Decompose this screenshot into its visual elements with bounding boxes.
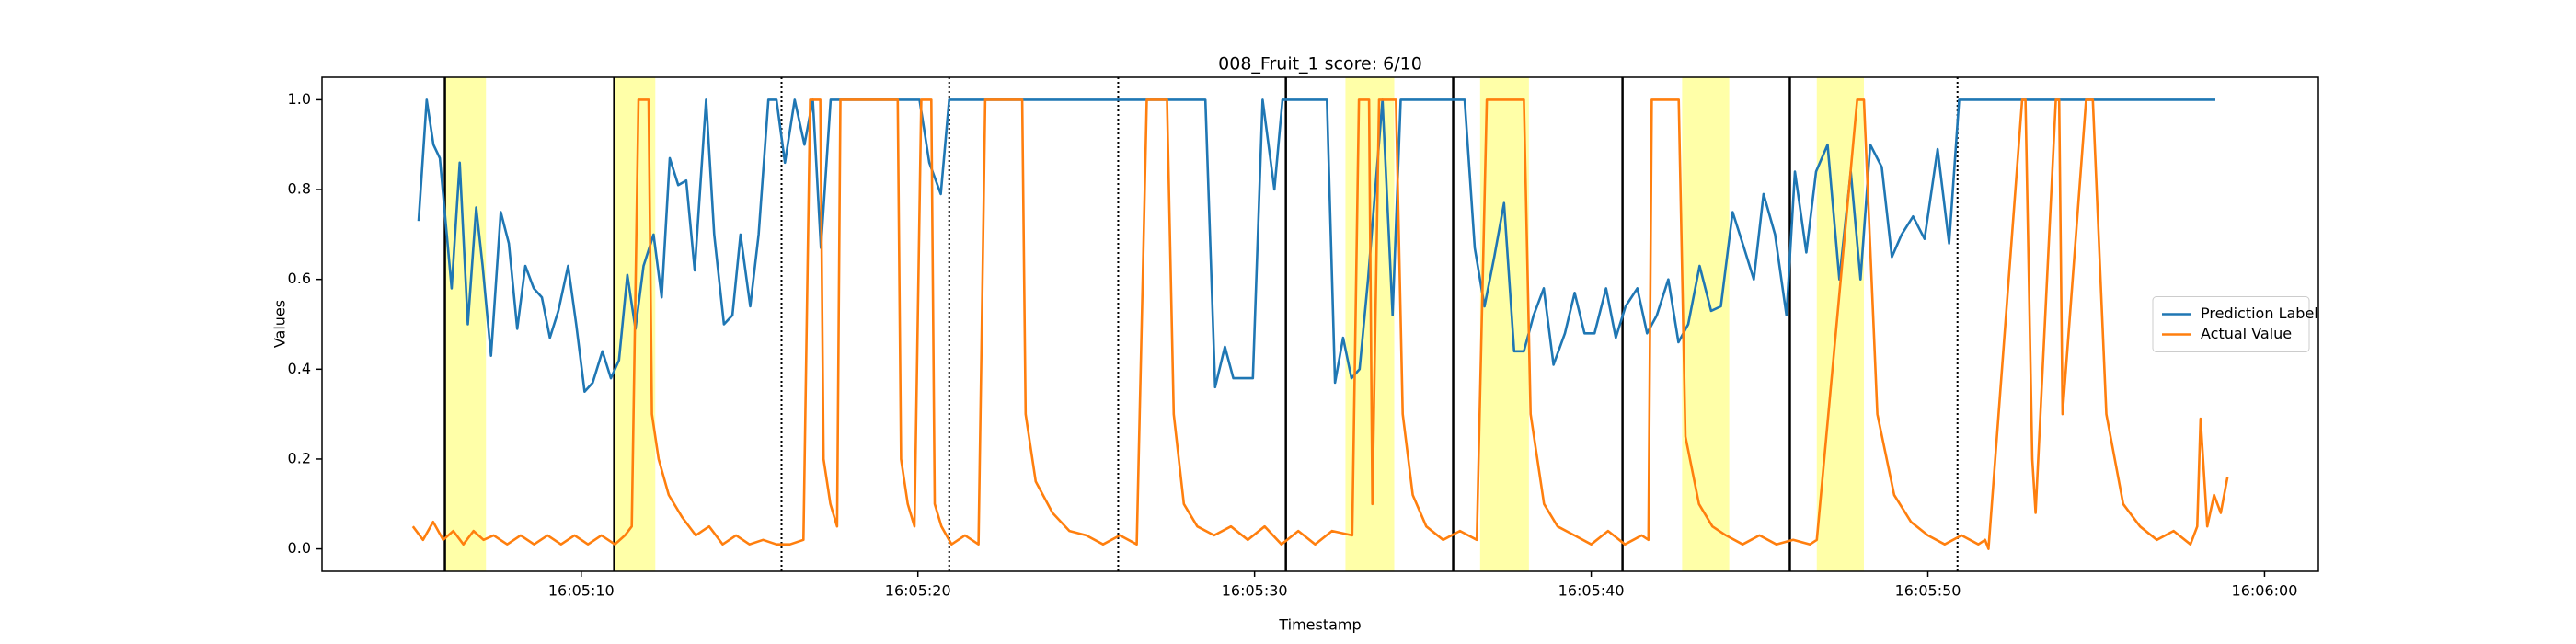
legend-box	[2152, 296, 2310, 352]
x-tick-label: 16:05:40	[1558, 582, 1625, 600]
x-tick-label: 16:05:50	[1895, 582, 1961, 600]
series-line	[417, 98, 2215, 393]
y-axis-label: Values	[271, 300, 289, 348]
y-tick-label: 0.6	[288, 270, 311, 287]
y-tick-label: 0.2	[288, 449, 311, 466]
x-tick-label: 16:06:00	[2232, 582, 2298, 600]
x-axis-label: Timestamp	[1278, 616, 1361, 634]
x-tick-label: 16:05:20	[885, 582, 951, 600]
y-tick-label: 0.0	[288, 539, 311, 557]
legend-label: Actual Value	[2201, 325, 2292, 342]
chart-title: 008_Fruit_1 score: 6/10	[1218, 54, 1422, 75]
y-tick-label: 0.8	[288, 180, 311, 198]
series-line	[411, 98, 2229, 550]
y-tick-label: 0.4	[288, 360, 311, 377]
x-tick-label: 16:05:30	[1222, 582, 1288, 600]
highlight-span	[1682, 77, 1730, 571]
plot-frame	[321, 76, 2319, 572]
x-tick-label: 16:05:10	[548, 582, 615, 600]
highlight-span	[1479, 77, 1529, 571]
highlight-span	[1816, 77, 1864, 571]
y-tick-label: 1.0	[288, 90, 311, 108]
legend: Prediction Label Actual Value	[2152, 296, 2318, 352]
highlight-span	[444, 77, 487, 571]
legend-label: Prediction Label	[2201, 305, 2318, 322]
